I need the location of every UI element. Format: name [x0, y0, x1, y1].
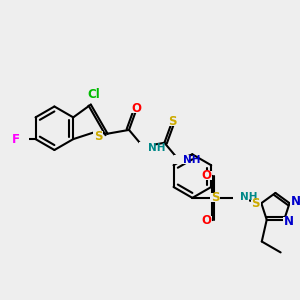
- Text: NH: NH: [183, 155, 201, 165]
- Bar: [93, 131, 103, 140]
- Bar: [290, 197, 299, 206]
- Bar: [19, 135, 28, 144]
- Bar: [210, 194, 220, 202]
- Text: S: S: [94, 130, 103, 143]
- Bar: [233, 194, 249, 202]
- Bar: [87, 90, 101, 99]
- Text: O: O: [201, 214, 211, 227]
- Bar: [131, 104, 141, 113]
- Text: F: F: [12, 133, 20, 146]
- Text: NH: NH: [148, 142, 165, 153]
- Text: N: N: [284, 215, 294, 228]
- Text: NH: NH: [240, 192, 257, 202]
- Bar: [283, 217, 293, 226]
- Text: N: N: [290, 195, 300, 208]
- Bar: [202, 216, 212, 225]
- Bar: [168, 117, 178, 126]
- Bar: [174, 155, 190, 164]
- Text: O: O: [201, 169, 211, 182]
- Text: S: S: [169, 115, 177, 128]
- Text: S: S: [251, 197, 260, 210]
- Text: S: S: [211, 191, 219, 204]
- Bar: [202, 171, 212, 180]
- Text: O: O: [131, 102, 141, 115]
- Bar: [139, 142, 155, 151]
- Bar: [251, 199, 261, 208]
- Text: Cl: Cl: [87, 88, 100, 101]
